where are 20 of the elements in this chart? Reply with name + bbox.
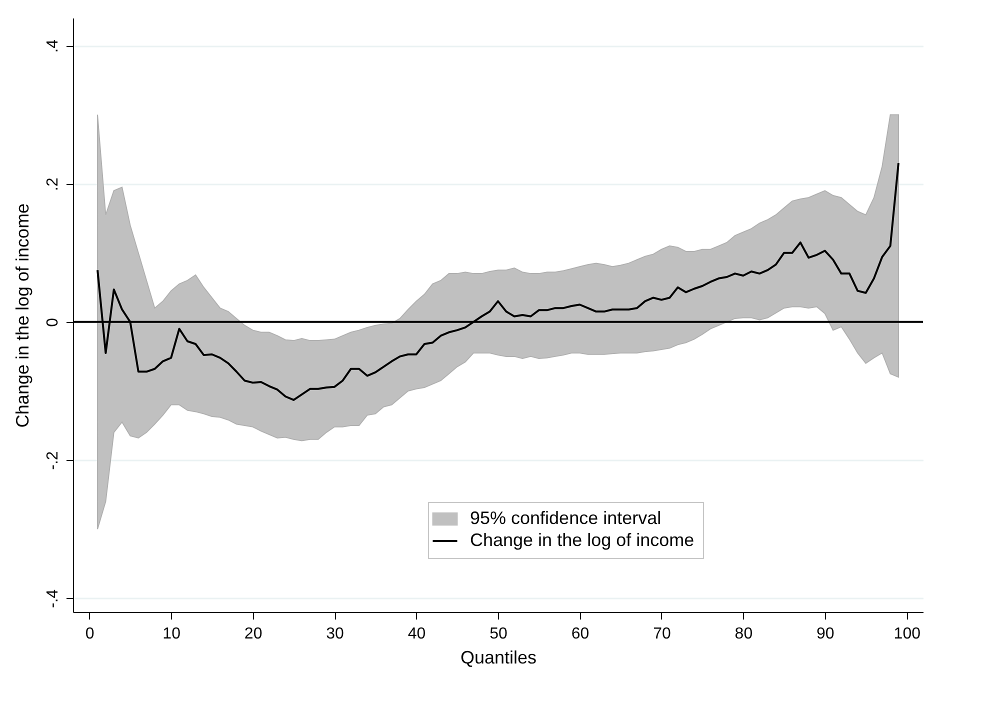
y-axis-title: Change in the log of income (12, 203, 32, 428)
y-tick-label: .2 (44, 177, 62, 191)
x-tick-label: 80 (734, 626, 753, 642)
x-tick-label: 70 (653, 626, 671, 642)
x-tick-label: 20 (244, 626, 262, 642)
x-tick-label: 10 (162, 626, 181, 642)
y-tick-label: 0 (44, 318, 62, 327)
y-tick-label: -.4 (44, 589, 62, 608)
x-tick-label: 50 (490, 626, 508, 642)
y-tick-label: .4 (44, 39, 62, 53)
x-tick-label: 90 (816, 626, 834, 642)
x-tick-label: 30 (326, 626, 344, 642)
y-tick-label: -.2 (44, 451, 62, 470)
legend-label: 95% confidence interval (470, 508, 662, 528)
x-tick-label: 0 (85, 626, 94, 642)
x-tick-label: 40 (408, 626, 426, 642)
x-axis-title: Quantiles (460, 648, 537, 668)
legend-label: Change in the log of income (470, 530, 694, 550)
x-tick-label: 60 (571, 626, 590, 642)
x-tick-label: 100 (894, 626, 921, 642)
